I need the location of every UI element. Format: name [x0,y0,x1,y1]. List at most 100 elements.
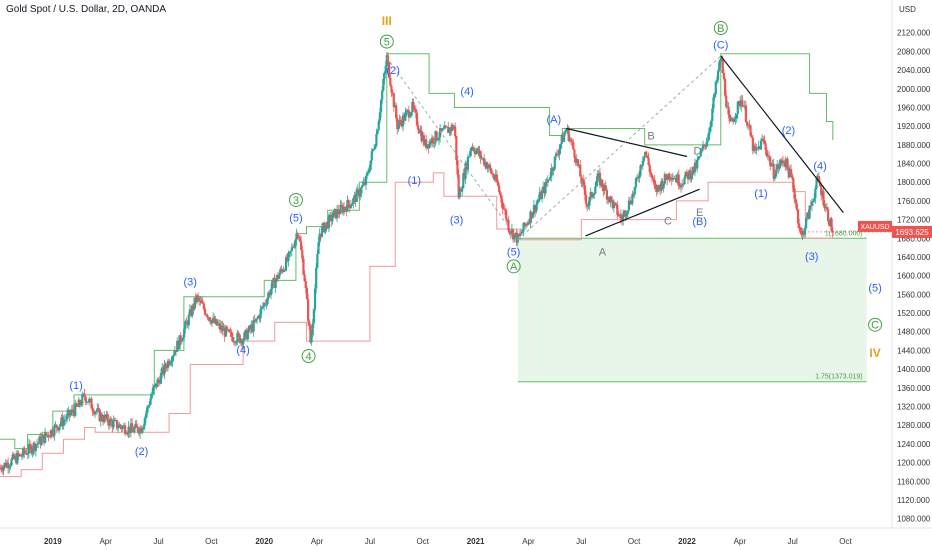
candle-body [155,383,158,388]
candle-body [110,418,113,422]
candle-body [108,418,112,426]
candle-body [600,179,603,186]
candle-body [638,175,641,179]
x-tick-label: Apr [311,537,324,546]
candle-body [128,426,131,433]
wave-label: (B) [692,216,707,228]
candle-body [68,409,71,416]
trendline [720,55,844,213]
candle-body [331,217,334,222]
candle-body [554,153,558,157]
candle-body [720,59,723,60]
candle-body [199,300,202,302]
candle-body [824,207,827,209]
wave-label: (4) [236,345,249,357]
candle-body [492,174,495,178]
candle-body [697,157,700,160]
candle-body [179,335,182,342]
trendline [566,127,688,158]
candle-body [576,159,580,166]
candle-body [74,403,77,416]
candle-body [376,130,379,134]
candle-body [524,224,527,226]
candle-body [98,409,101,422]
x-tick-label: Jul [576,537,586,546]
candle-body [341,206,344,213]
candle-body [338,213,341,215]
candle-body [273,278,276,288]
candle-body [55,424,58,429]
candle-body [734,117,737,119]
candle-body [111,421,114,428]
candle-body [542,186,545,191]
candle-body [699,151,702,157]
candle-body [830,218,833,231]
candle-body [346,200,349,212]
candle-body [483,158,486,166]
candle-body [465,162,468,170]
candle-body [250,324,253,330]
candle-body [184,321,187,329]
candle-body [741,100,744,106]
candle-body [88,399,91,403]
candle-body [405,110,408,113]
candle-body [791,175,794,179]
candle-body [276,275,280,279]
candle-body [593,193,596,196]
candle-body [187,314,190,326]
candle-body [529,211,532,224]
candle-body [163,363,166,375]
y-tick-label: 1240.000 [897,440,931,449]
candle-body [549,177,552,180]
x-tick-label: Apr [522,537,535,546]
candle-body [803,227,807,235]
candle-body [422,135,426,145]
candle-body [617,214,620,216]
candle-body [326,221,329,229]
candle-body [244,329,247,333]
candle-body [436,139,439,141]
candle-body [817,175,820,182]
candle-body [348,204,351,209]
candle-body [224,326,227,337]
candle-body [237,332,240,335]
candle-body [587,205,590,207]
candle-body [335,209,339,219]
candle-body [640,165,643,167]
candle-body [641,160,644,167]
candle-body [758,146,761,150]
candle-body [522,222,525,232]
candle-body [613,202,617,204]
x-tick-label: 2020 [255,537,273,546]
candle-body [503,208,507,211]
candle-body [623,210,626,215]
y-tick-label: 1560.000 [897,290,931,299]
candle-body [340,205,343,207]
candle-body [269,289,273,296]
candle-body [807,212,810,219]
candle-body [26,453,29,455]
candle-body [749,125,752,136]
candle-body [278,274,281,279]
candle-body [550,167,553,178]
candle-body [12,454,15,460]
candle-body [562,134,566,142]
candle-body [33,443,36,452]
candle-body [439,128,442,138]
candle-body [24,452,27,454]
candle-body [545,181,548,183]
y-tick-label: 1680.000 [897,234,931,243]
candle-body [612,202,615,209]
candle-body [533,205,537,212]
wave-label: (1) [754,188,767,200]
candle-body [216,324,219,326]
candle-body [686,173,690,180]
candle-body [726,106,729,108]
candle-body [178,335,181,350]
candle-body [375,133,378,146]
candle-body [411,101,414,113]
candle-body [538,192,541,200]
candle-body [572,142,575,150]
candle-body [91,408,94,412]
